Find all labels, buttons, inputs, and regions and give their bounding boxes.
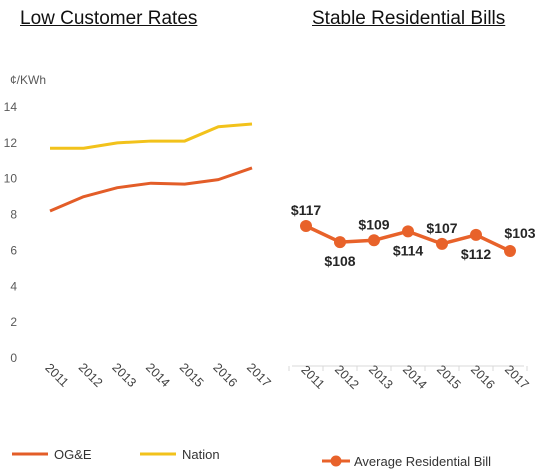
legend-label: Average Residential Bill: [354, 454, 491, 469]
right-chart-title: Stable Residential Bills: [312, 8, 506, 29]
bill-data-point: [436, 237, 448, 250]
left-chart: ¢/KWh 0 2 4 6 8 10 12 14 2011 2012 2013 2014 2015 2016…: [4, 73, 274, 462]
y-tick-label: 14: [4, 100, 18, 114]
legend-label: Nation: [182, 447, 220, 462]
x-tick-label: 2017: [244, 360, 274, 390]
x-tick-label: 2015: [177, 360, 207, 390]
x-tick-label: 2016: [210, 360, 240, 390]
left-chart-title: Low Customer Rates: [20, 8, 198, 29]
y-tick-label: 4: [10, 279, 17, 293]
bill-data-label: $114: [393, 242, 424, 258]
nation-series-line: [50, 122, 253, 150]
bill-data-point: [504, 245, 516, 257]
bill-data-label: $103: [504, 225, 535, 241]
y-tick-label: 0: [10, 351, 17, 365]
y-tick-label: 12: [4, 136, 18, 150]
x-tick-label: 2013: [109, 360, 139, 390]
bill-data-label: $107: [426, 220, 457, 236]
y-tick-label: 6: [10, 243, 17, 257]
legend-label: OG&E: [54, 447, 92, 462]
bill-data-label: $108: [324, 253, 355, 269]
bill-data-point: [402, 225, 414, 238]
right-chart: 2011 2012 2013 2014 2015 2016 2017$117$108$109…: [288, 202, 536, 469]
y-tick-label: 2: [10, 315, 17, 329]
y-tick-label: 8: [10, 208, 17, 222]
bill-data-point: [368, 234, 380, 247]
bill-data-label: $109: [358, 216, 389, 232]
x-tick-label: 2014: [143, 360, 173, 390]
x-tick-label: 2012: [76, 360, 106, 390]
oge-series-line: [49, 166, 253, 213]
x-tick-label: 2011: [42, 361, 71, 390]
bill-data-point: [470, 228, 482, 241]
y-tick-label: 10: [4, 172, 18, 186]
bill-data-label: $112: [461, 246, 492, 262]
bill-data-label: $117: [291, 202, 322, 218]
legend-marker: [330, 455, 342, 467]
bill-data-point: [300, 220, 312, 232]
y-axis-unit-label: ¢/KWh: [10, 73, 46, 87]
bill-data-point: [334, 236, 346, 249]
